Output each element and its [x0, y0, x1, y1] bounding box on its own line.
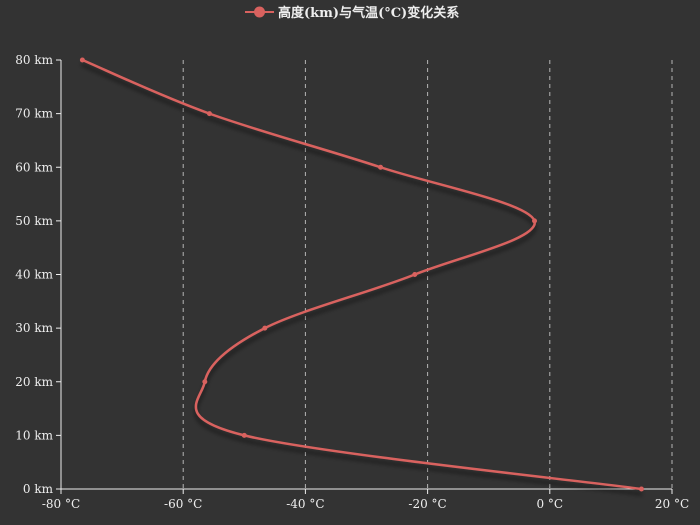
axes: [60, 60, 672, 490]
series-line-0: [81, 58, 643, 491]
x-tick-label: -80 °C: [42, 497, 80, 511]
series-line-layer: [81, 58, 643, 491]
y-tick-label: 20 km: [15, 375, 53, 389]
grid-lines: [182, 60, 673, 489]
x-tick-label: -40 °C: [286, 497, 324, 511]
y-tick-label: 50 km: [15, 214, 53, 228]
x-tick-label: 0 °C: [536, 497, 563, 511]
data-point: [412, 272, 418, 277]
data-point: [241, 432, 247, 438]
data-point: [262, 325, 268, 331]
y-axis-ticks: 0 km 10 km 20 km 30 km 40 km 50 km 60 km 70 km 8…: [15, 53, 61, 496]
x-axis-ticks: -80 °C -60 °C -40 °C -20 °C 0 °C 20 °C: [42, 489, 689, 511]
series-points-layer: [79, 57, 644, 492]
y-tick-label: 60 km: [15, 160, 53, 174]
x-tick-label: -60 °C: [164, 497, 202, 511]
y-tick-label: 40 km: [15, 268, 53, 282]
data-point: [638, 486, 644, 492]
data-point: [79, 57, 85, 63]
y-tick-label: 10 km: [15, 428, 53, 442]
data-point: [206, 111, 212, 117]
data-point: [532, 218, 538, 224]
data-point: [202, 379, 208, 385]
x-tick-label: 20 °C: [655, 497, 689, 511]
data-point: [378, 164, 384, 170]
y-tick-label: 80 km: [15, 53, 53, 67]
y-tick-label: 0 km: [23, 482, 54, 496]
legend-marker-icon: [254, 6, 265, 18]
legend-label: 高度(km)与气温(°C)变化关系: [278, 5, 459, 21]
legend[interactable]: 高度(km)与气温(°C)变化关系: [245, 5, 459, 21]
y-tick-label: 30 km: [15, 321, 53, 335]
x-tick-label: -20 °C: [408, 497, 446, 511]
y-tick-label: 70 km: [15, 107, 53, 121]
